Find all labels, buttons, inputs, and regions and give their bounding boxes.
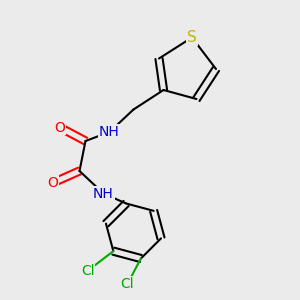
Text: NH: NH [93, 187, 114, 200]
Text: O: O [47, 176, 58, 190]
Text: S: S [187, 30, 197, 45]
Text: Cl: Cl [121, 277, 134, 291]
Text: NH: NH [99, 125, 120, 139]
Text: O: O [55, 121, 65, 134]
Text: Cl: Cl [81, 264, 95, 278]
